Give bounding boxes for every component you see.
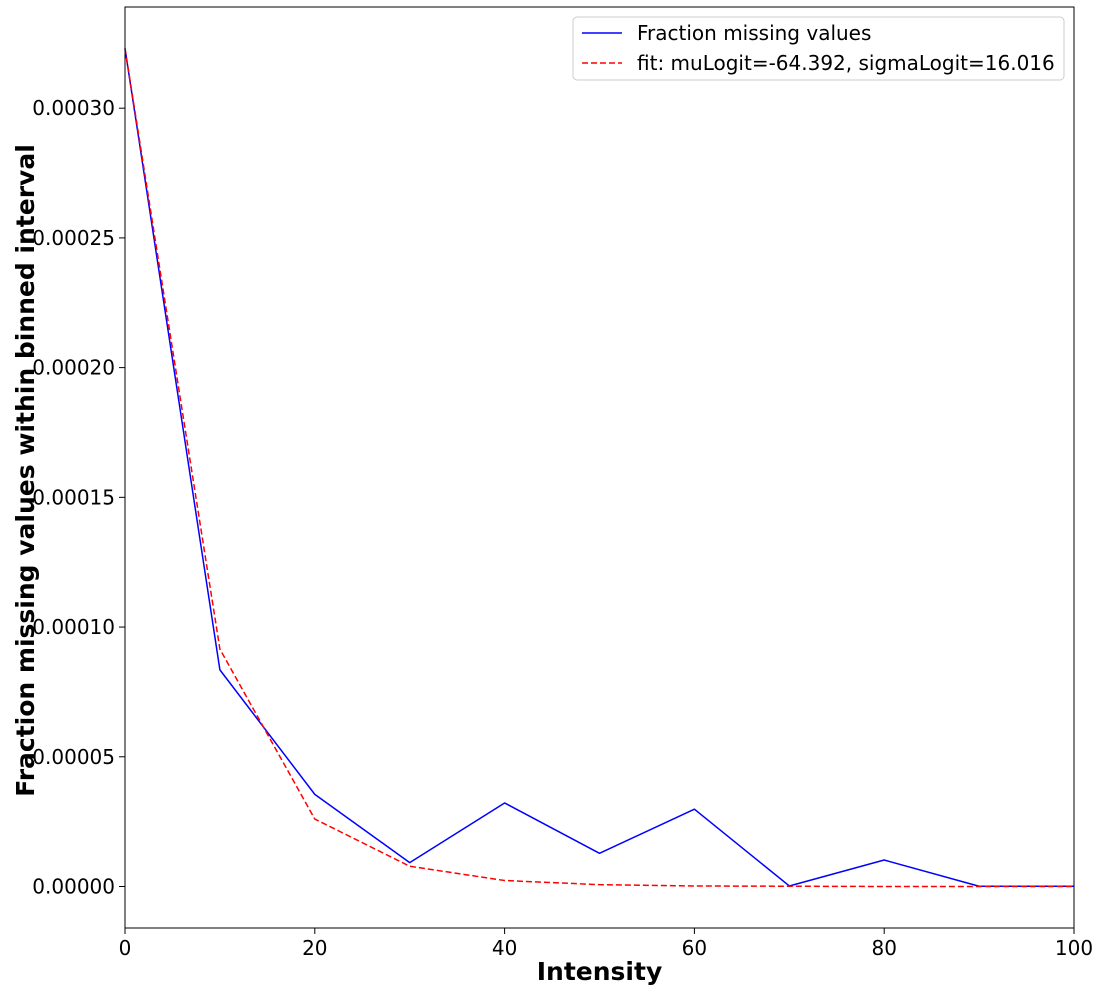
y-tick-label: 0.00010 [32,615,115,639]
x-tick-label: 80 [871,936,896,960]
y-tick-label: 0.00030 [32,96,115,120]
x-axis: 0 20 40 60 80 100 [119,928,1093,960]
x-tick-label: 60 [682,936,707,960]
y-tick-label: 0.00000 [32,874,115,898]
legend-box [572,16,1065,81]
y-tick-label: 0.00015 [32,485,115,509]
legend-label-fraction-missing: Fraction missing values [637,21,871,45]
series-line-fraction-missing [124,48,1074,887]
x-tick-label: 100 [1055,936,1093,960]
plot-lines [124,48,1074,888]
y-axis: 0.00000 0.00005 0.00010 0.00015 0.00020 0.000… [32,96,125,898]
legend: Fraction missing values fit: muLogit=-64… [572,16,1065,81]
series-line-fit [124,48,1074,888]
y-tick-label: 0.00020 [32,356,115,380]
x-tick-label: 40 [492,936,517,960]
x-tick-label: 20 [302,936,327,960]
legend-label-fit: fit: muLogit=-64.392, sigmaLogit=16.016 [637,51,1055,75]
y-axis-label: Fraction missing values within binned in… [11,144,40,797]
x-axis-label: Intensity [537,957,663,986]
y-tick-label: 0.00025 [32,226,115,250]
plot-frame [124,6,1075,929]
x-tick-label: 0 [119,936,132,960]
y-tick-label: 0.00005 [32,745,115,769]
